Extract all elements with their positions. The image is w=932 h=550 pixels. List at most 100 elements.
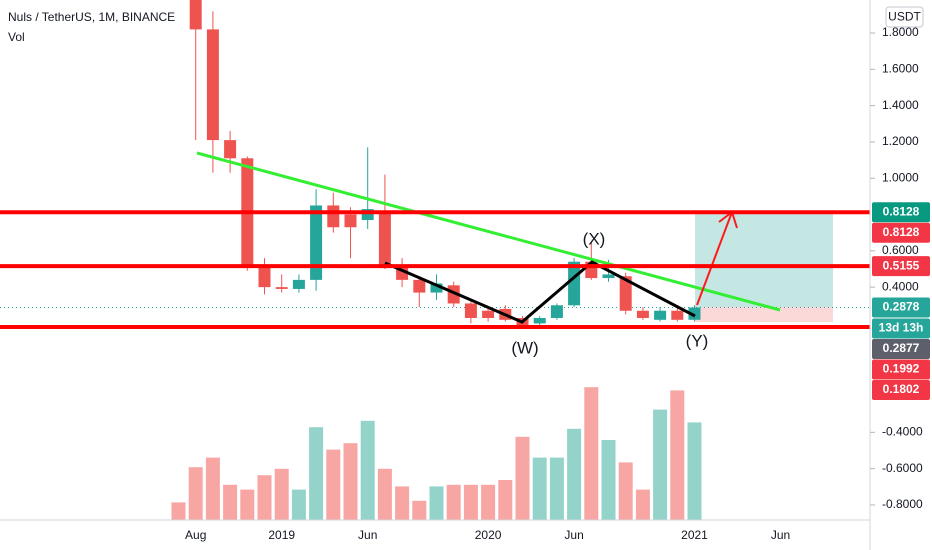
- long-position: [695, 212, 833, 322]
- y-tick-label: 1.8000: [882, 25, 919, 39]
- price-tag: [872, 222, 930, 243]
- price-tag-label: 0.2877: [883, 341, 920, 355]
- volume-bar: [205, 457, 220, 520]
- volume-pane: [171, 387, 702, 520]
- loss-zone: [695, 307, 833, 322]
- price-tag: [872, 256, 930, 277]
- volume-bar: [670, 390, 685, 520]
- volume-bar: [653, 409, 668, 520]
- volume-bar: [223, 484, 238, 520]
- candle-body: [413, 279, 426, 293]
- candle-body: [671, 310, 684, 320]
- wave-label: (W): [511, 338, 538, 357]
- candle-body: [361, 209, 374, 220]
- y-tick-label: 0.4000: [882, 279, 919, 293]
- candle-body: [327, 205, 340, 228]
- volume-bar: [326, 449, 341, 520]
- volume-bar: [240, 489, 255, 520]
- y-tick-label: 0.6000: [882, 243, 919, 257]
- volume-bar: [481, 484, 496, 520]
- candle-body: [636, 310, 649, 318]
- x-tick-label: 2019: [268, 528, 295, 542]
- price-tag: [872, 359, 930, 380]
- candle-body: [688, 307, 701, 320]
- candle-body: [206, 29, 219, 141]
- candle-body: [568, 261, 581, 306]
- volume-bar: [257, 475, 272, 520]
- volume-bar: [274, 468, 289, 520]
- price-tag: [872, 202, 930, 223]
- wave-line: [384, 260, 696, 324]
- y-tick-label: 1.2000: [882, 134, 919, 148]
- x-tick-label: Aug: [185, 528, 206, 542]
- wave-label: (X): [583, 229, 606, 248]
- price-tag-label: 0.8128: [883, 225, 920, 239]
- price-tag: [872, 338, 930, 359]
- volume-bar: [343, 443, 358, 520]
- price-tag-label: 0.8128: [883, 204, 920, 218]
- x-tick-label: Jun: [771, 528, 790, 542]
- volume-bar: [446, 484, 461, 520]
- x-tick-label: Jun: [358, 528, 377, 542]
- price-tag: [872, 379, 930, 400]
- y-tick-label: -0.8000: [882, 497, 923, 511]
- candle-body: [482, 310, 495, 318]
- price-tag: [872, 318, 930, 339]
- candle-body: [464, 303, 477, 318]
- volume-bar: [395, 486, 410, 520]
- volume-bar: [309, 427, 324, 520]
- currency: USDT: [888, 10, 921, 24]
- candle-body: [550, 305, 563, 318]
- volume-label: Vol: [8, 30, 25, 44]
- price-tag: [872, 297, 930, 318]
- price-tag-label: 0.2878: [883, 300, 920, 314]
- candle-body: [224, 140, 237, 159]
- candle-body: [310, 205, 323, 280]
- volume-bar: [549, 457, 564, 520]
- volume-bar: [498, 480, 513, 520]
- x-tick-label: 2020: [475, 528, 502, 542]
- candle-body: [602, 274, 615, 279]
- price-tag-label: 13d 13h: [879, 321, 924, 335]
- candle-body: [654, 310, 667, 320]
- volume-bar: [567, 428, 582, 520]
- price-tag-label: 0.5155: [883, 258, 920, 272]
- y-tick-label: 1.4000: [882, 98, 919, 112]
- y-tick-label: -0.6000: [882, 461, 923, 475]
- candle-body: [189, 0, 202, 30]
- candle-body: [344, 214, 357, 228]
- profit-zone: [695, 212, 833, 307]
- price-tag-label: 0.1992: [883, 362, 920, 376]
- volume-bar: [532, 457, 547, 520]
- candle-body: [275, 287, 288, 289]
- volume-bar: [360, 420, 375, 520]
- x-tick-label: Jun: [564, 528, 583, 542]
- y-tick-label: 1.0000: [882, 170, 919, 184]
- candle-body: [258, 267, 271, 288]
- y-tick-label: -0.4000: [882, 425, 923, 439]
- volume-bar: [584, 387, 599, 520]
- volume-bar: [412, 500, 427, 520]
- candles: [189, 0, 701, 329]
- y-tick-label: 1.6000: [882, 62, 919, 76]
- trend-line: [196, 151, 781, 312]
- volume-bar: [463, 484, 478, 520]
- volume-bar: [429, 486, 444, 520]
- candle-body: [619, 276, 632, 311]
- candle-body: [533, 317, 546, 324]
- candle-body: [378, 212, 391, 266]
- volume-bar: [377, 468, 392, 520]
- currency-box[interactable]: [885, 6, 924, 28]
- wave-label: (Y): [686, 331, 709, 350]
- volume-bar: [171, 502, 186, 520]
- volume-bar: [601, 440, 616, 520]
- candle-body: [292, 279, 305, 289]
- volume-bar: [635, 489, 650, 520]
- volume-bar: [515, 436, 530, 520]
- volume-bar: [618, 462, 633, 520]
- x-tick-label: 2021: [681, 528, 708, 542]
- drawings: [0, 151, 870, 330]
- price-tag-label: 0.1802: [883, 382, 920, 396]
